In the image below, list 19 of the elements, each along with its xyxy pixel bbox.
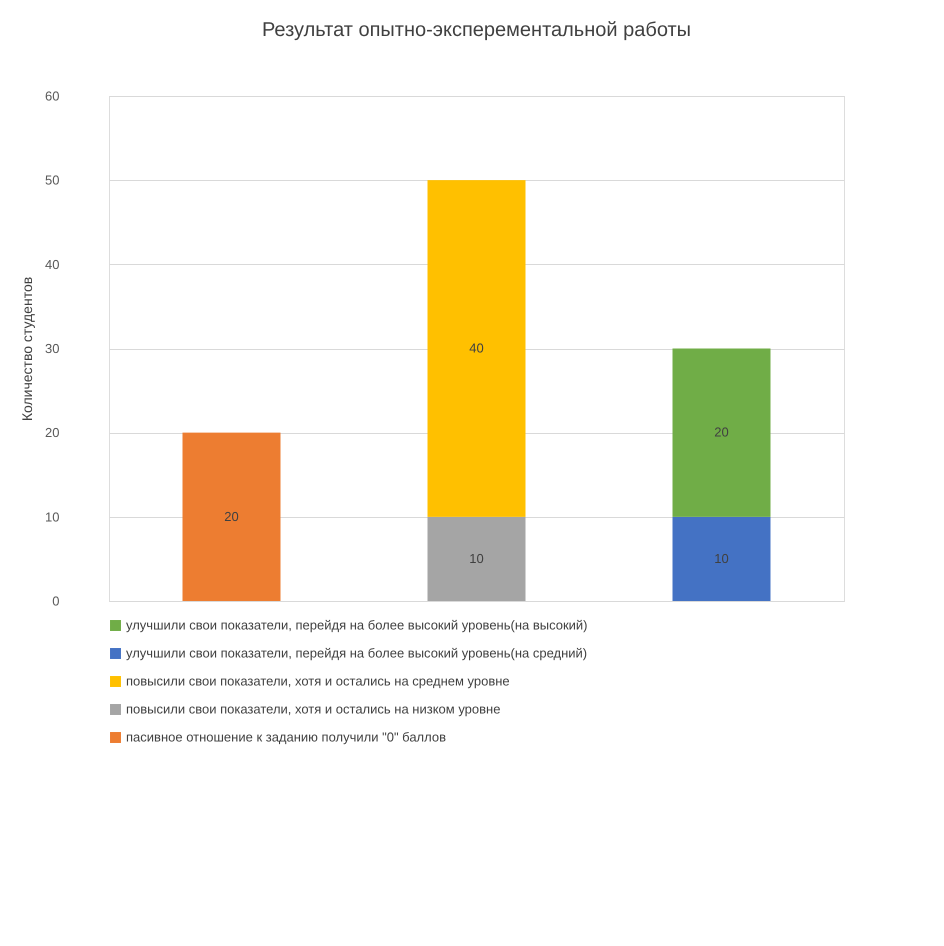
data-label: 40 — [469, 340, 484, 356]
legend-label: улучшили свои показатели, перейдя на более высокий уровень(на средний) — [126, 646, 588, 660]
legend-label: повысили свои показатели, хотя и остались на низком уровне — [126, 702, 500, 716]
data-label: 20 — [224, 508, 239, 524]
y-tick-label: 50 — [45, 172, 60, 188]
data-label: 20 — [714, 424, 729, 440]
y-tick-label: 20 — [45, 425, 60, 440]
y-tick-label: 30 — [45, 341, 60, 356]
y-axis-title: Количество студентов — [19, 276, 36, 422]
y-tick-label: 40 — [45, 256, 60, 272]
data-label: 10 — [714, 550, 729, 566]
data-label: 10 — [469, 550, 484, 566]
y-tick-label: 0 — [52, 594, 60, 608]
y-tick-label: 10 — [45, 509, 60, 524]
chart-title: Результат опытно-эксперементальной работы — [262, 19, 692, 41]
legend-label: повысили свои показатели, хотя и остались на среднем уровне — [126, 674, 510, 688]
legend-label: пасивное отношение к заданию получили "0" баллов — [126, 730, 446, 744]
y-tick-label: 60 — [45, 88, 60, 104]
legend-label: улучшили свои показатели, перейдя на более высокий уровень(на высокий) — [126, 618, 588, 632]
